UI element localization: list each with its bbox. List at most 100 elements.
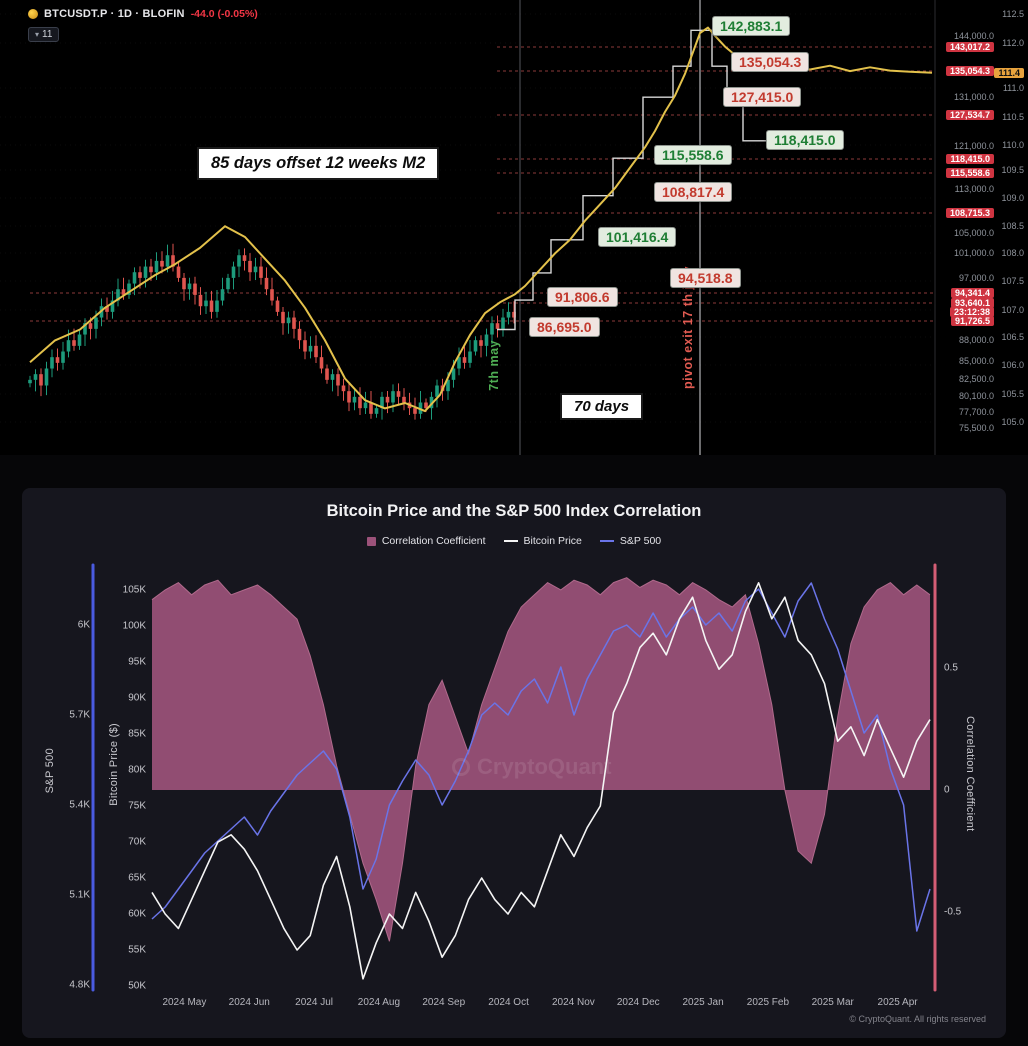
x-axis-tick: 2024 May bbox=[149, 997, 219, 1008]
price-axis-tick: 85,000.0 bbox=[959, 356, 994, 366]
price-level-label: 91,806.6 bbox=[547, 287, 618, 307]
price-axis-tick: 101,000.0 bbox=[954, 248, 994, 258]
symbol-logo-icon bbox=[28, 9, 38, 19]
price-level-label: 127,415.0 bbox=[723, 87, 801, 107]
btc-axis-tick: 55K bbox=[118, 945, 146, 956]
x-axis-tick: 2024 Nov bbox=[538, 997, 608, 1008]
price-axis-tick: 121,000.0 bbox=[954, 141, 994, 151]
sp500-axis-title: S&P 500 bbox=[44, 748, 56, 793]
price-level-label: 135,054.3 bbox=[731, 52, 809, 72]
legend-item-sp500[interactable]: S&P 500 bbox=[600, 535, 661, 547]
price-axis-tick: 91,726.5 bbox=[951, 316, 994, 326]
price-axis-tick: 105,000.0 bbox=[954, 228, 994, 238]
x-axis-tick: 2024 Aug bbox=[344, 997, 414, 1008]
m2-axis-tick: 109.0 bbox=[1001, 193, 1024, 203]
m2-axis-tick: 112.0 bbox=[1002, 38, 1024, 48]
btc-axis-tick: 105K bbox=[118, 585, 146, 596]
corr-axis-title: Correlation Coefficient bbox=[964, 716, 976, 832]
price-axis-tick: 80,100.0 bbox=[959, 391, 994, 401]
m2-axis-tick: 111.0 bbox=[1003, 83, 1024, 93]
x-axis-tick: 2024 Oct bbox=[474, 997, 544, 1008]
price-level-label: 118,415.0 bbox=[766, 130, 844, 150]
cryptoquant-logo-icon bbox=[452, 758, 470, 776]
price-axis-tick: 82,500.0 bbox=[959, 374, 994, 384]
symbol-title: BTCUSDT.P · 1D · BLOFIN bbox=[44, 8, 185, 20]
correlation-swatch-icon bbox=[367, 537, 376, 546]
m2-axis-tick: 109.5 bbox=[1001, 165, 1024, 175]
sp500-line-icon bbox=[600, 540, 614, 542]
tradingview-chart-panel: BTCUSDT.P · 1D · BLOFIN -44.0 (-0.05%) ▾… bbox=[0, 0, 1028, 455]
days-annotation[interactable]: 70 days bbox=[560, 393, 643, 420]
price-axis-tick: 144,000.0 bbox=[954, 31, 994, 41]
copyright-footer: © CryptoQuant. All rights reserved bbox=[849, 1014, 986, 1024]
x-axis-tick: 2024 Jun bbox=[214, 997, 284, 1008]
price-axis-tick: 108,715.3 bbox=[946, 208, 994, 218]
price-axis-tick: 118,415.0 bbox=[946, 154, 994, 164]
m2-axis-tick: 107.0 bbox=[1001, 305, 1024, 315]
price-axis-tick: 97,000.0 bbox=[959, 273, 994, 283]
cryptoquant-chart-card: Bitcoin Price and the S&P 500 Index Corr… bbox=[22, 488, 1006, 1038]
price-axis-tick: 115,558.6 bbox=[946, 168, 994, 178]
price-level-label: 101,416.4 bbox=[598, 227, 676, 247]
price-level-label: 94,518.8 bbox=[670, 268, 741, 288]
legend-item-correlation[interactable]: Correlation Coefficient bbox=[367, 535, 486, 547]
price-level-label: 115,558.6 bbox=[654, 145, 732, 165]
chart-title: Bitcoin Price and the S&P 500 Index Corr… bbox=[22, 502, 1006, 521]
m2-axis-tick: 112.5 bbox=[1002, 9, 1024, 19]
sp500-axis-tick: 4.8K bbox=[52, 980, 90, 991]
sp500-axis-tick: 5.7K bbox=[52, 710, 90, 721]
m2-axis-tick: 110.5 bbox=[1002, 112, 1024, 122]
chevron-down-icon: ▾ bbox=[35, 30, 39, 39]
bitcoin-line-icon bbox=[504, 540, 518, 542]
price-axis-tick: 94,341.4 bbox=[951, 288, 994, 298]
symbol-change: -44.0 (-0.05%) bbox=[191, 8, 258, 20]
btc-axis-tick: 90K bbox=[118, 693, 146, 704]
page: BTCUSDT.P · 1D · BLOFIN -44.0 (-0.05%) ▾… bbox=[0, 0, 1028, 1046]
m2-axis-tick: 106.0 bbox=[1001, 360, 1024, 370]
m2-axis-tick: 111.4 bbox=[994, 68, 1024, 78]
x-axis-tick: 2025 Feb bbox=[733, 997, 803, 1008]
price-level-label: 142,883.1 bbox=[712, 16, 790, 36]
x-axis-tick: 2025 Jan bbox=[668, 997, 738, 1008]
btc-axis-tick: 50K bbox=[118, 981, 146, 992]
price-axis-tick: 88,000.0 bbox=[959, 335, 994, 345]
btc-axis-tick: 95K bbox=[118, 657, 146, 668]
price-axis-tick: 127,534.7 bbox=[946, 110, 994, 120]
corr-axis-tick: 0 bbox=[944, 785, 950, 796]
btc-axis-tick: 70K bbox=[118, 837, 146, 848]
btc-axis-tick: 65K bbox=[118, 873, 146, 884]
chart-legend: Correlation Coefficient Bitcoin Price S&… bbox=[22, 535, 1006, 547]
price-axis-tick: 135,054.3 bbox=[946, 66, 994, 76]
m2-axis-tick: 106.5 bbox=[1001, 332, 1024, 342]
m2-axis-tick: 110.0 bbox=[1002, 140, 1024, 150]
price-level-label: 108,817.4 bbox=[654, 182, 732, 202]
x-axis-tick: 2025 Mar bbox=[798, 997, 868, 1008]
corr-axis-tick: -0.5 bbox=[944, 907, 961, 918]
corr-axis-tick: 0.5 bbox=[944, 663, 958, 674]
m2-axis-tick: 108.5 bbox=[1001, 221, 1024, 231]
x-axis-tick: 2025 Apr bbox=[863, 997, 933, 1008]
price-level-label: 86,695.0 bbox=[529, 317, 600, 337]
offset-annotation[interactable]: 85 days offset 12 weeks M2 bbox=[197, 147, 439, 180]
price-chart-canvas[interactable] bbox=[0, 0, 1028, 455]
btc-axis-tick: 85K bbox=[118, 729, 146, 740]
sp500-axis-tick: 5.1K bbox=[52, 890, 90, 901]
price-axis-tick: 143,017.2 bbox=[946, 42, 994, 52]
x-axis-tick: 2024 Sep bbox=[409, 997, 479, 1008]
sp500-axis-tick: 6K bbox=[52, 620, 90, 631]
legend-item-bitcoin[interactable]: Bitcoin Price bbox=[504, 535, 582, 547]
btc-axis-tick: 75K bbox=[118, 801, 146, 812]
btc-axis-tick: 80K bbox=[118, 765, 146, 776]
m2-axis-tick: 105.5 bbox=[1001, 389, 1024, 399]
price-axis-tick: 131,000.0 bbox=[954, 92, 994, 102]
symbol-header[interactable]: BTCUSDT.P · 1D · BLOFIN -44.0 (-0.05%) bbox=[28, 8, 258, 20]
price-axis-tick: 77,700.0 bbox=[959, 407, 994, 417]
vline-label-7th-may: 7th may bbox=[487, 340, 501, 391]
m2-axis-tick: 107.5 bbox=[1001, 276, 1024, 286]
btc-axis-tick: 100K bbox=[118, 621, 146, 632]
m2-axis-tick: 108.0 bbox=[1001, 248, 1024, 258]
x-axis-tick: 2024 Dec bbox=[603, 997, 673, 1008]
sp500-axis-tick: 5.4K bbox=[52, 800, 90, 811]
price-axis-tick: 75,500.0 bbox=[959, 423, 994, 433]
toolbar-button-11[interactable]: ▾ 11 bbox=[28, 27, 59, 42]
